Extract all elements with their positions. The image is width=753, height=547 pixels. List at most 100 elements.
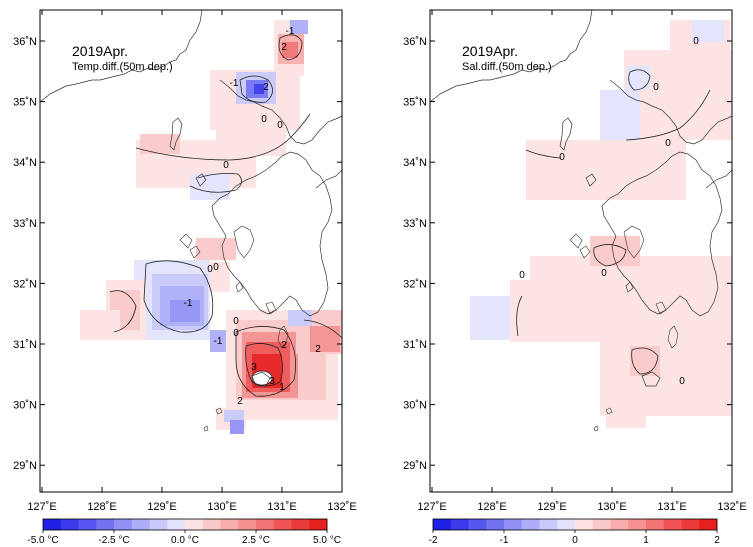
colorbar-swatch: [539, 519, 558, 530]
contour-label: 1: [279, 382, 285, 393]
lon-tick-label: 131˚E: [657, 501, 686, 513]
colorbar-swatch: [78, 519, 97, 530]
lon-tick-label: 128˚E: [87, 501, 116, 513]
lat-tick-label: 32˚N: [13, 278, 37, 290]
contour-label: 0: [519, 270, 525, 281]
colorbar-swatch: [486, 519, 505, 530]
lon-tick-label: 132˚E: [327, 501, 356, 513]
contour-label: 2: [315, 344, 321, 355]
lat-tick-label: 32˚N: [403, 278, 427, 290]
salinity-colorbar: -2 -1 0 1 2: [429, 518, 720, 546]
colorbar-swatch: [291, 519, 310, 530]
lon-tick-label: 130˚E: [207, 501, 236, 513]
lon-tick-label: 127˚E: [417, 501, 446, 513]
colorbar-swatch: [504, 519, 523, 530]
contour-label: -1: [230, 78, 239, 89]
contour-label: 3: [269, 376, 275, 387]
temperature-map-subtitle: Temp.diff.(50m dep.): [72, 61, 173, 73]
colorbar-tick-label: -2.5 °C: [98, 535, 129, 546]
contour-label: 0: [207, 264, 213, 275]
colorbar-swatch: [628, 519, 647, 530]
colorbar-swatch: [699, 519, 718, 530]
temperature-map: [40, 10, 342, 435]
lon-tick-label: 130˚E: [597, 501, 626, 513]
lat-tick-label: 34˚N: [403, 157, 427, 169]
contour-label: 2: [237, 396, 243, 407]
contour-label: 0: [679, 376, 685, 387]
lat-tick-label: 30˚N: [13, 400, 37, 412]
contour-label: 0: [559, 152, 565, 163]
colorbar-swatch: [433, 519, 452, 530]
colorbar-swatch: [131, 519, 150, 530]
lat-tick-label: 33˚N: [13, 218, 37, 230]
contour-label: 0: [601, 268, 607, 279]
colorbar-tick-label: -5.0 °C: [27, 535, 58, 546]
colorbar-swatch: [256, 519, 275, 530]
contour-label: 0: [223, 160, 229, 171]
colorbar-tick-label: -2: [429, 535, 438, 546]
lon-tick-label: 127˚E: [27, 501, 56, 513]
temperature-panel: 2019Apr. Temp.diff.(50m dep.) -12-1 20000…: [13, 9, 357, 546]
lat-tick-label: 34˚N: [13, 157, 37, 169]
salinity-map-subtitle: Sal.diff.(50m dep.): [462, 61, 552, 73]
lat-tick-label: 29˚N: [13, 460, 37, 472]
contour-label: 0: [213, 262, 219, 273]
colorbar-swatch: [575, 519, 594, 530]
colorbar-swatch: [592, 519, 611, 530]
contour-label: 0: [233, 328, 239, 339]
contour-label: -1: [286, 26, 295, 37]
lat-tick-label: 30˚N: [403, 400, 427, 412]
lat-tick-label: 36˚N: [403, 36, 427, 48]
colorbar-swatch: [220, 519, 239, 530]
colorbar-tick-label: 2.5 °C: [242, 535, 270, 546]
lon-tick-label: 131˚E: [267, 501, 296, 513]
lat-tick-label: 33˚N: [403, 218, 427, 230]
colorbar-swatch: [238, 519, 257, 530]
colorbar-swatch: [521, 519, 540, 530]
contour-label: 0: [233, 316, 239, 327]
contour-label: 3: [251, 362, 257, 373]
colorbar-swatch: [185, 519, 204, 530]
colorbar-swatch: [202, 519, 221, 530]
temperature-colorbar: -5.0 °C -2.5 °C 0.0 °C 2.5 °C 5.0 °C: [27, 518, 341, 546]
temperature-lat-axis: 36˚N 35˚N 34˚N 33˚N 32˚N 31˚N 30˚N 29˚N: [13, 36, 342, 472]
colorbar-swatch: [167, 519, 186, 530]
colorbar-tick-label: -1: [500, 535, 509, 546]
salinity-map-title: 2019Apr.: [462, 43, 518, 59]
colorbar-swatch: [450, 519, 469, 530]
colorbar-swatch: [468, 519, 487, 530]
lon-tick-label: 132˚E: [717, 501, 746, 513]
salinity-map: [430, 10, 732, 432]
colorbar-swatch: [557, 519, 576, 530]
colorbar-tick-label: 5.0 °C: [313, 535, 341, 546]
lat-tick-label: 35˚N: [13, 97, 37, 109]
colorbar-tick-label: 1: [643, 535, 649, 546]
contour-label: -1: [214, 336, 223, 347]
lon-tick-label: 129˚E: [147, 501, 176, 513]
colorbar-swatch: [149, 519, 168, 530]
colorbar-swatch: [96, 519, 115, 530]
contour-label: 0: [665, 138, 671, 149]
colorbar-tick-label: 2: [714, 535, 720, 546]
contour-label: 2: [263, 82, 269, 93]
temperature-map-title: 2019Apr.: [72, 43, 128, 59]
lon-tick-label: 129˚E: [537, 501, 566, 513]
contour-label: 0: [277, 120, 283, 131]
lat-tick-label: 35˚N: [403, 97, 427, 109]
colorbar-swatch: [43, 519, 62, 530]
temperature-lon-axis: 127˚E 128˚E 129˚E 130˚E 131˚E 132˚E: [27, 10, 357, 513]
salinity-lon-axis: 127˚E 128˚E 129˚E 130˚E 131˚E 132˚E: [417, 10, 747, 513]
colorbar-swatch: [610, 519, 629, 530]
colorbar-tick-label: 0.0 °C: [171, 535, 199, 546]
colorbar-swatch: [681, 519, 700, 530]
lat-tick-label: 31˚N: [403, 339, 427, 351]
colorbar-tick-label: 0: [572, 535, 578, 546]
lat-tick-label: 36˚N: [13, 36, 37, 48]
contour-label: 2: [281, 340, 287, 351]
contour-label: -1: [184, 298, 193, 309]
lat-tick-label: 31˚N: [13, 339, 37, 351]
colorbar-swatch: [309, 519, 328, 530]
lat-tick-label: 29˚N: [403, 460, 427, 472]
